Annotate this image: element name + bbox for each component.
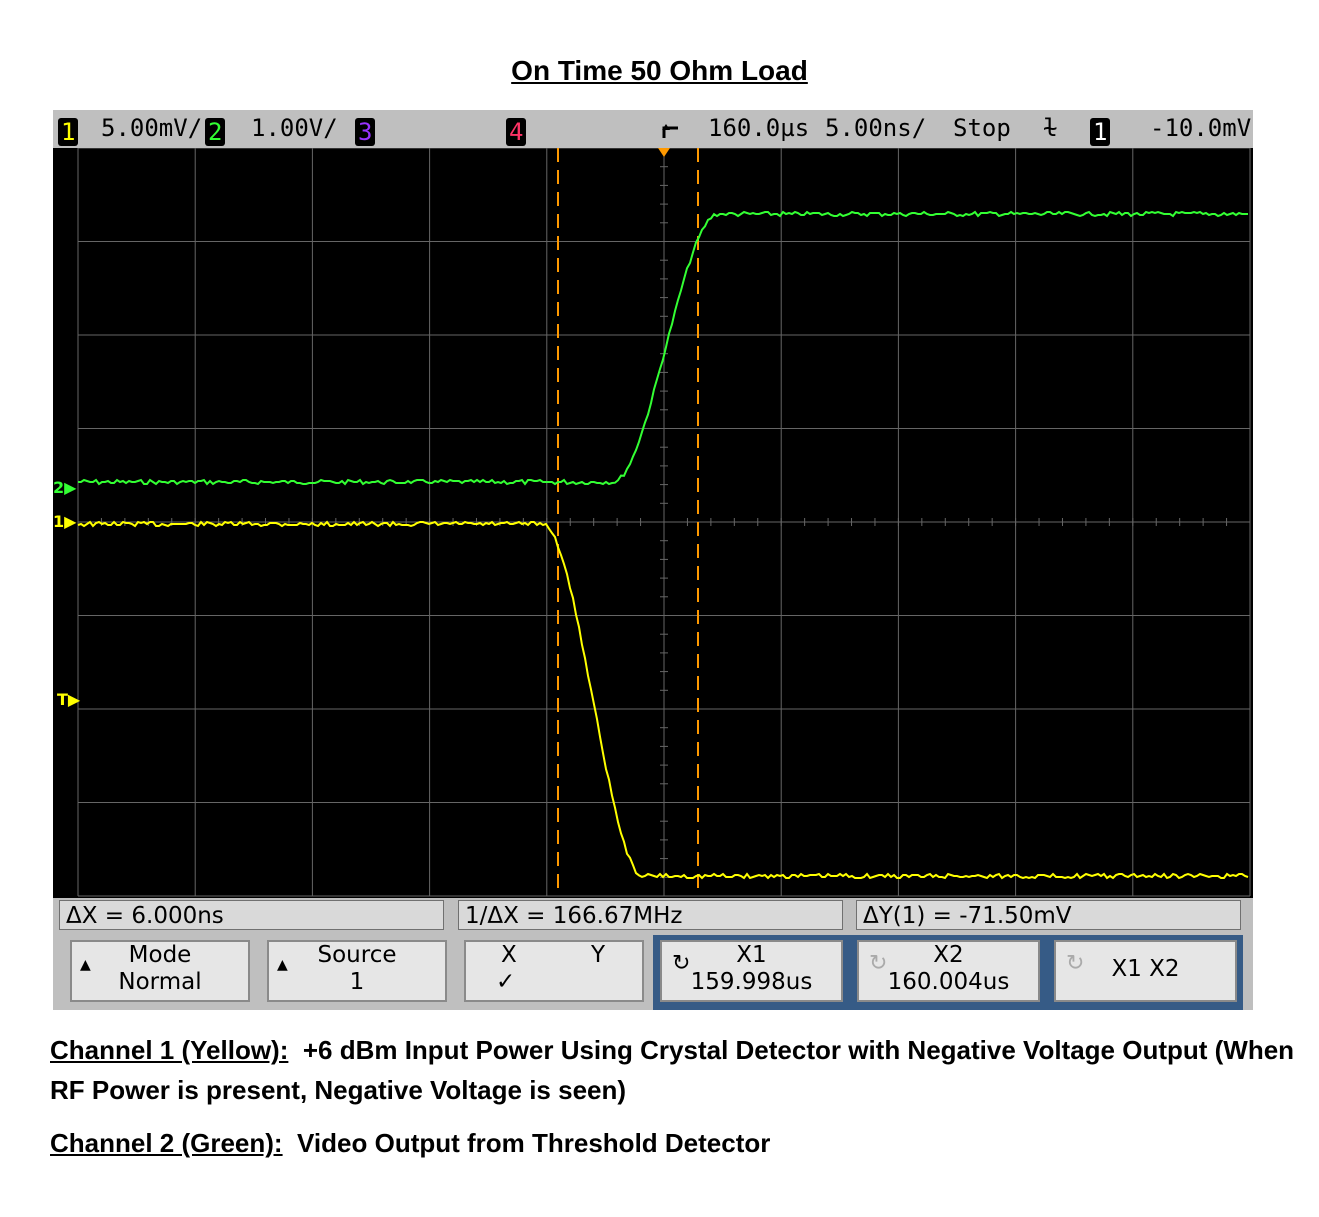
rotate-knob-icon: ↻ [1066, 951, 1085, 976]
timebase-value: 5.00ns/ [825, 114, 927, 142]
trigger-level-marker[interactable]: T▶ [57, 690, 81, 709]
xy-labels: X Y [466, 942, 642, 969]
run-state: Stop [953, 114, 1011, 142]
channel-2-caption-label: Channel 2 (Green): [50, 1128, 283, 1158]
xy-softkey[interactable]: X Y ✓ [464, 940, 644, 1002]
waveform-graticule [77, 148, 1251, 897]
channel-2-waveform [78, 210, 1248, 486]
oscilloscope-display: 1 5.00mV/ 2 1.00V/ 3 4 160.0µs 5.00ns/ S… [53, 110, 1253, 1010]
delay-marker-icon [660, 116, 680, 146]
trigger-slope-icon: ɫ [1043, 114, 1058, 142]
cursor-softkey-group: ↻ X1 159.998us ↻ X2 160.004us ↻ X1 X2 [653, 935, 1243, 1010]
mode-softkey[interactable]: ▲ Mode Normal [70, 940, 250, 1002]
mode-value: Normal [118, 969, 202, 995]
rotate-knob-icon: ↻ [869, 951, 888, 976]
delta-x-readout: ΔX = 6.000ns [59, 900, 444, 930]
waveform-screen: 2▶ 1▶ T▶ [53, 148, 1253, 898]
y-label: Y [591, 942, 606, 968]
channel-1-scale: 5.00mV/ [101, 114, 203, 142]
delta-y-readout: ΔY(1) = -71.50mV [856, 900, 1241, 930]
channel-2-scale: 1.00V/ [251, 114, 338, 142]
menu-up-icon: ▲ [277, 957, 288, 973]
channel-1-badge: 1 [58, 118, 79, 146]
channel-1-marker-label: 1 [53, 512, 65, 531]
x2-softkey[interactable]: ↻ X2 160.004us [857, 940, 1040, 1002]
trigger-level: -10.0mV [1150, 114, 1252, 142]
rotate-knob-icon: ↻ [672, 951, 691, 976]
page-title: On Time 50 Ohm Load [511, 55, 808, 86]
channel-1-caption-text: +6 dBm Input Power Using Crystal Detecto… [50, 1035, 1295, 1105]
channel-2-ground-marker[interactable]: 2▶ [53, 478, 77, 497]
channel-3-badge: 3 [355, 118, 376, 146]
trigger-source-badge: 1 [1090, 118, 1111, 146]
channel-2-caption-text: Video Output from Threshold Detector [297, 1128, 771, 1158]
channel-1-waveform [77, 520, 1249, 880]
softkey-row: ▲ Mode Normal ▲ Source 1 X Y ✓ ↻ X1 159.… [53, 935, 1253, 1010]
xy-check-icon: ✓ [496, 969, 516, 995]
trigger-time-marker [658, 148, 670, 157]
channel-1-caption: Channel 1 (Yellow): +6 dBm Input Power U… [50, 1030, 1315, 1110]
x1-softkey[interactable]: ↻ X1 159.998us [660, 940, 843, 1002]
menu-up-icon: ▲ [80, 957, 91, 973]
source-value: 1 [349, 969, 365, 995]
mode-label: Mode [128, 942, 192, 968]
channel-4-badge: 4 [506, 118, 527, 146]
channel-1-ground-marker[interactable]: 1▶ [53, 512, 77, 531]
x-label: X [501, 942, 517, 968]
channel-1-caption-label: Channel 1 (Yellow): [50, 1035, 289, 1065]
x1-value: 159.998us [690, 969, 813, 995]
status-bar: 1 5.00mV/ 2 1.00V/ 3 4 160.0µs 5.00ns/ S… [53, 110, 1253, 148]
channel-2-badge: 2 [205, 118, 226, 146]
source-softkey[interactable]: ▲ Source 1 [267, 940, 447, 1002]
x2-value: 160.004us [887, 969, 1010, 995]
x1-label: X1 [736, 942, 767, 968]
x2-label: X2 [933, 942, 964, 968]
delay-value: 160.0µs [708, 114, 810, 142]
trigger-marker-label: T [57, 690, 68, 709]
channel-2-marker-label: 2 [53, 478, 65, 497]
x1x2-softkey[interactable]: ↻ X1 X2 [1054, 940, 1237, 1002]
x1x2-label: X1 X2 [1111, 956, 1180, 982]
source-label: Source [317, 942, 397, 968]
inverse-delta-x-readout: 1/ΔX = 166.67MHz [458, 900, 843, 930]
channel-2-caption: Channel 2 (Green): Video Output from Thr… [50, 1123, 1250, 1163]
